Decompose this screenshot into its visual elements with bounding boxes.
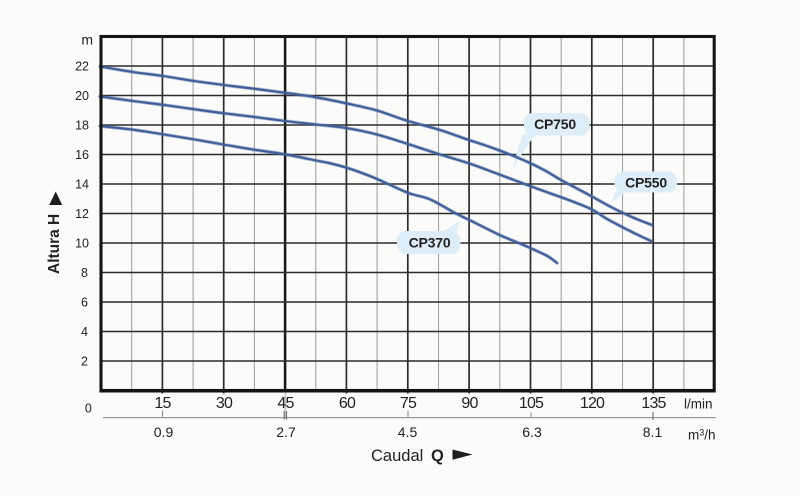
svg-text:30: 30 xyxy=(216,395,233,412)
svg-text:8: 8 xyxy=(81,266,88,280)
svg-text:m3/h: m3/h xyxy=(688,428,716,443)
svg-text:12: 12 xyxy=(75,207,89,221)
svg-text:l/min: l/min xyxy=(684,397,713,412)
svg-text:135: 135 xyxy=(641,395,666,412)
svg-text:20: 20 xyxy=(75,89,89,103)
svg-text:CP370: CP370 xyxy=(409,235,451,251)
svg-text:2.7: 2.7 xyxy=(276,424,296,440)
svg-text:45: 45 xyxy=(277,395,294,412)
svg-text:15: 15 xyxy=(154,395,171,412)
svg-text:2: 2 xyxy=(81,355,88,369)
svg-text:120: 120 xyxy=(580,395,605,412)
svg-text:75: 75 xyxy=(400,395,417,412)
svg-text:10: 10 xyxy=(75,237,89,251)
svg-text:Caudal: Caudal xyxy=(371,447,423,465)
svg-text:18: 18 xyxy=(75,119,89,133)
svg-text:22: 22 xyxy=(75,60,89,74)
svg-text:CP550: CP550 xyxy=(625,175,667,191)
svg-text:16: 16 xyxy=(75,148,89,162)
svg-text:m: m xyxy=(81,32,93,48)
svg-text:6: 6 xyxy=(81,296,88,310)
svg-text:CP750: CP750 xyxy=(534,116,576,132)
svg-text:105: 105 xyxy=(519,395,544,412)
svg-text:90: 90 xyxy=(461,395,478,412)
svg-text:8.1: 8.1 xyxy=(643,424,663,440)
svg-text:Q: Q xyxy=(431,447,444,465)
svg-text:4.5: 4.5 xyxy=(398,424,418,440)
svg-text:4: 4 xyxy=(81,325,88,339)
svg-text:60: 60 xyxy=(339,395,356,412)
svg-text:Altura: Altura xyxy=(46,229,63,274)
svg-text:6.3: 6.3 xyxy=(522,424,542,440)
svg-text:0: 0 xyxy=(85,402,92,416)
svg-text:H: H xyxy=(46,214,63,225)
svg-text:14: 14 xyxy=(75,178,89,192)
svg-text:0.9: 0.9 xyxy=(154,424,174,440)
